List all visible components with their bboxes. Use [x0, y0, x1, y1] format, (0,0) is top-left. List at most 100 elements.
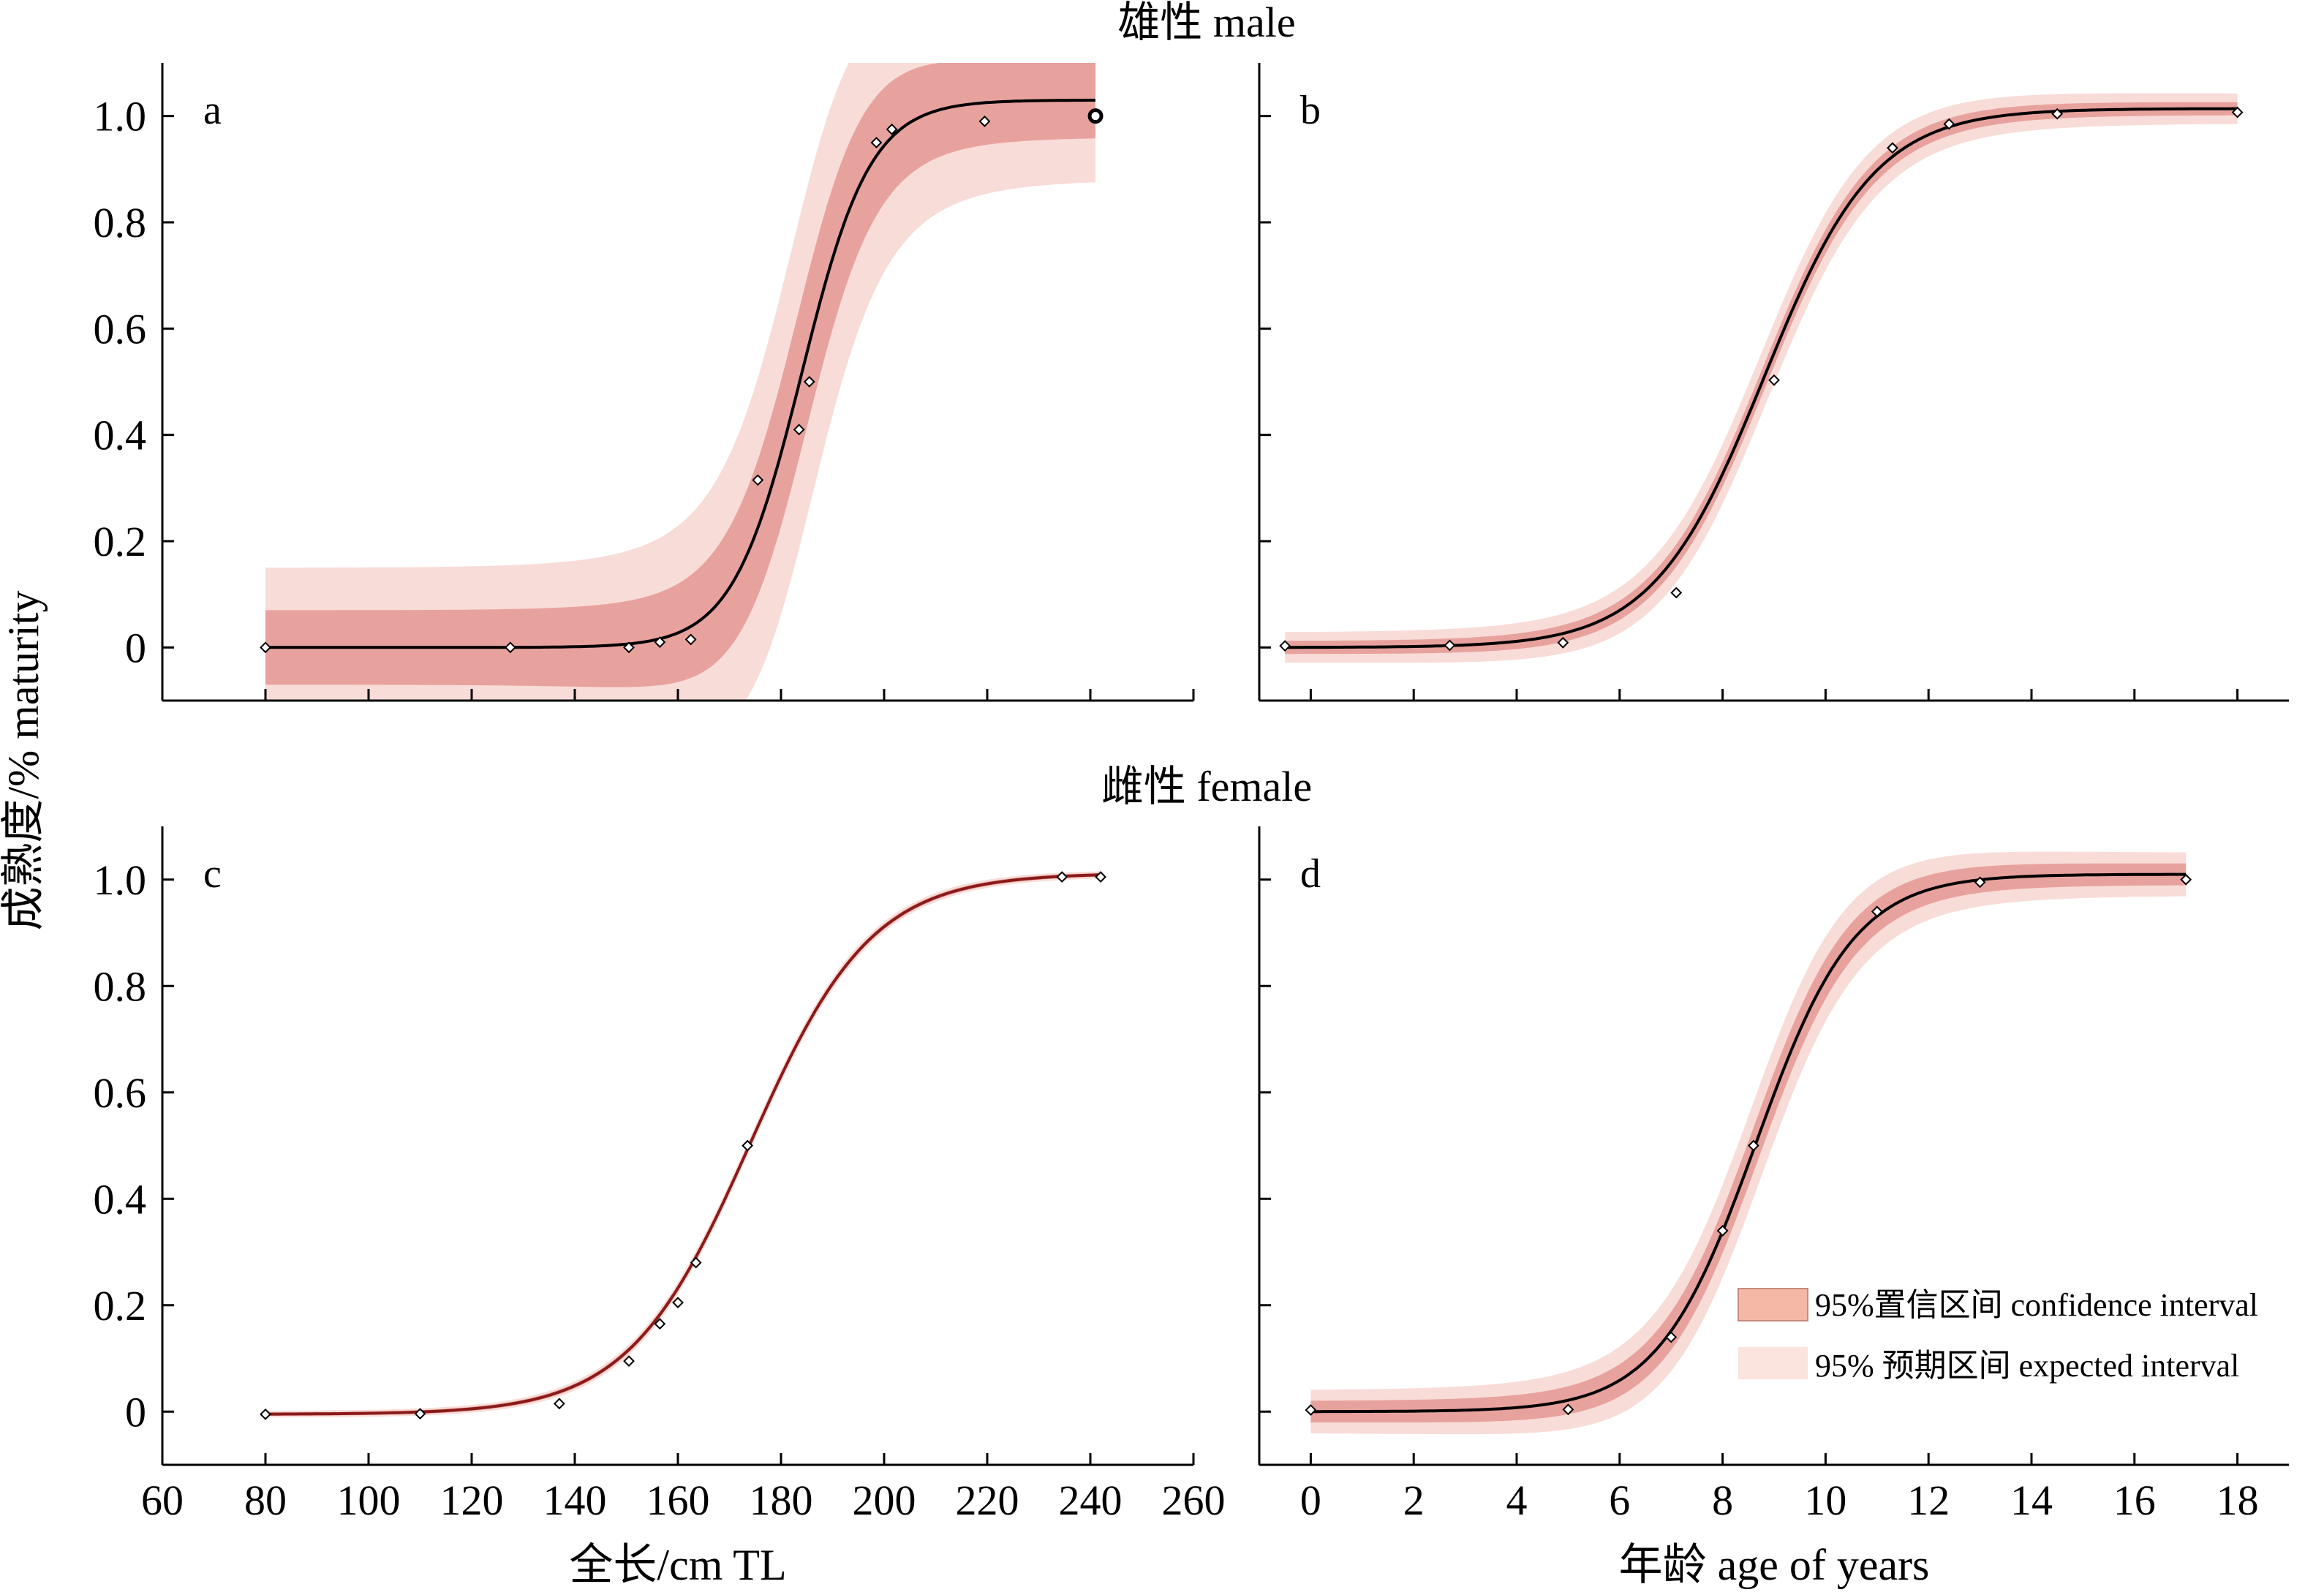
legend: 95%置信区间 confidence interval 95% 预期区间 exp…	[1738, 1287, 2258, 1384]
x-tick-label: 140	[543, 1477, 607, 1524]
x-tick-label: 260	[1162, 1477, 1226, 1524]
expected-interval-band	[265, 871, 1101, 1418]
confidence-interval-band	[1310, 863, 2187, 1423]
section-title-female: 雌性 female	[1101, 763, 1312, 810]
x-tick-label: 14	[2010, 1477, 2053, 1524]
data-point	[886, 123, 898, 135]
y-tick-label: 0.8	[94, 199, 147, 246]
data-point	[504, 641, 516, 654]
panel-label: b	[1300, 88, 1321, 133]
logistic-curve	[1310, 872, 2187, 1414]
legend-pi-label: 95% 预期区间 expected interval	[1815, 1348, 2239, 1384]
x-tick-label: 180	[750, 1477, 813, 1524]
data-point	[752, 474, 764, 486]
data-point	[978, 116, 991, 127]
x-tick-label: 120	[440, 1477, 504, 1524]
data-point	[870, 137, 883, 148]
x-tick-label: 80	[244, 1477, 287, 1524]
plot-area-b	[1285, 93, 2238, 663]
data-point	[1716, 1224, 1729, 1237]
logistic-curve	[1285, 107, 2238, 649]
data-point	[672, 1297, 684, 1309]
x-tick-label: 0	[1300, 1477, 1321, 1524]
data-point	[684, 633, 697, 646]
legend-pi-swatch	[1738, 1347, 1808, 1379]
data-point	[260, 641, 271, 654]
panel-a: 0 0.2 0.4 0.6 0.8 1.0 a	[94, 63, 1195, 702]
data-point	[1871, 905, 1883, 918]
plot-area-c	[265, 871, 1101, 1418]
data-point	[623, 1355, 635, 1368]
data-point	[1279, 640, 1291, 652]
y-tick-label: 0	[125, 624, 146, 671]
data-point	[742, 1139, 754, 1152]
data-point	[1665, 1331, 1678, 1343]
x-axis-label: 全长/cm TL	[569, 1541, 786, 1589]
y-tick-label: 0.8	[94, 962, 147, 1010]
y-tick-label: 0.4	[94, 1175, 147, 1223]
data-point	[1557, 636, 1569, 649]
y-tick-label: 0.2	[94, 518, 147, 565]
y-tick-label: 0.6	[94, 305, 147, 352]
x-tick-label: 12	[1907, 1477, 1950, 1524]
x-tick-label: 4	[1506, 1477, 1528, 1524]
panel-c: 0 0.2 0.4 0.6 0.8 1.0 60 80 100 120 140 160 180 200 22…	[94, 826, 1226, 1589]
panel-label: a	[203, 88, 222, 133]
data-point	[803, 376, 815, 388]
data-point	[1305, 1404, 1317, 1416]
legend-ci-label: 95%置信区间 confidence interval	[1815, 1287, 2258, 1323]
x-tick-label: 16	[2113, 1477, 2156, 1524]
y-tick-label: 1.0	[94, 856, 147, 904]
data-point	[1943, 118, 1955, 130]
data-point	[1562, 1403, 1574, 1416]
panel-d: 0 2 4 6 8 10 12 14 16 18 d 年龄 age of years	[1258, 826, 2289, 1589]
data-point	[2051, 108, 2064, 120]
data-point	[1887, 142, 1898, 154]
data-point	[2231, 106, 2244, 118]
x-tick-label: 100	[337, 1477, 401, 1524]
panel-label: d	[1300, 851, 1321, 897]
panel-b: b	[1258, 63, 2289, 702]
logistic-curve	[265, 873, 1101, 1416]
data-point	[1768, 374, 1780, 386]
y-tick-label: 0	[125, 1388, 146, 1436]
data-point	[690, 1256, 702, 1269]
legend-ci-swatch	[1738, 1288, 1808, 1321]
data-point	[1087, 108, 1103, 124]
data-point	[1670, 587, 1683, 599]
x-tick-label: 2	[1403, 1477, 1425, 1524]
x-tick-label: 220	[956, 1477, 1019, 1524]
x-axis-label: 年龄 age of years	[1619, 1541, 1930, 1589]
data-point	[1747, 1139, 1759, 1152]
data-point	[1095, 871, 1107, 883]
confidence-interval-band	[265, 872, 1101, 1416]
panel-label: c	[203, 851, 222, 897]
x-tick-label: 60	[141, 1477, 184, 1524]
confidence-interval-band	[265, 63, 1095, 687]
data-point	[2180, 873, 2192, 886]
data-point	[1444, 639, 1456, 652]
data-point	[414, 1408, 426, 1420]
expected-interval-band	[265, 63, 1095, 701]
logistic-curve	[265, 99, 1095, 649]
y-tick-label: 0.6	[94, 1069, 147, 1117]
x-tick-label: 200	[853, 1477, 916, 1524]
data-point	[654, 1318, 666, 1330]
data-point	[1056, 871, 1068, 883]
section-title-male: 雄性 male	[1117, 0, 1295, 46]
x-tick-label: 10	[1804, 1477, 1846, 1524]
y-tick-label: 0.4	[94, 412, 147, 459]
data-point	[1974, 876, 1986, 889]
x-tick-label: 240	[1059, 1477, 1123, 1524]
x-tick-label: 8	[1712, 1477, 1733, 1524]
data-point	[654, 636, 666, 648]
plot-area-d	[1310, 851, 2187, 1435]
x-tick-label: 160	[646, 1477, 710, 1524]
x-tick-label: 6	[1609, 1477, 1630, 1524]
confidence-interval-band	[1285, 102, 2238, 655]
data-point	[553, 1398, 565, 1410]
y-tick-label: 0.2	[94, 1282, 147, 1330]
data-point	[260, 1408, 271, 1420]
y-axis-label: 成熟度/% maturity	[0, 591, 48, 931]
